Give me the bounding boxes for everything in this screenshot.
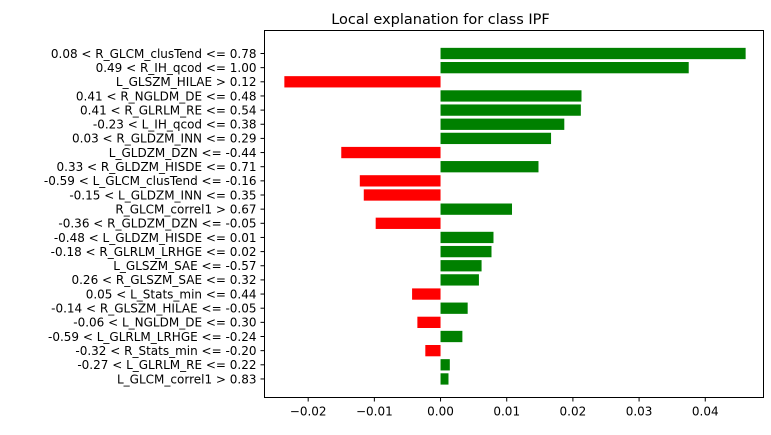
x-tick-label-4: 0.02 — [560, 405, 587, 419]
x-axis: −0.02 −0.01 0.00 0.01 0.02 0.03 0.04 — [290, 397, 719, 419]
bar-6 — [440, 132, 552, 145]
y-tick-label-4: 0.41 < R_GLRLM_RE <= 0.54 — [80, 103, 256, 117]
y-tick-label-21: -0.32 < R_Stats_min <= -0.20 — [75, 344, 256, 358]
bar-3 — [440, 90, 582, 102]
plot-frame — [264, 30, 764, 398]
x-tick-label-2: 0.00 — [427, 405, 454, 419]
bar-20 — [440, 330, 463, 343]
x-tick-label-1: −0.01 — [356, 405, 393, 419]
bar-5 — [440, 118, 565, 130]
bar-13 — [440, 231, 494, 244]
x-tick-label-0: −0.02 — [290, 405, 327, 419]
bar-21 — [425, 345, 441, 357]
y-tick-label-18: -0.14 < R_GLSZM_HILAE <= -0.05 — [51, 302, 256, 316]
x-tick-label-6: 0.04 — [692, 405, 719, 419]
bar-11 — [440, 203, 513, 215]
bar-8 — [440, 161, 539, 173]
y-tick-label-11: R_GLCM_correl1 > 0.67 — [115, 202, 256, 216]
y-tick-label-7: L_GLDZM_DZN <= -0.44 — [109, 146, 257, 160]
bar-7 — [341, 146, 441, 159]
bar-0 — [440, 47, 746, 60]
y-tick-label-16: 0.26 < R_GLSZM_SAE <= 0.32 — [71, 273, 256, 287]
y-tick-label-5: -0.23 < L_IH_qcod <= 0.38 — [93, 118, 257, 132]
y-tick-label-15: L_GLSZM_SAE <= -0.57 — [113, 259, 256, 273]
bar-12 — [375, 217, 441, 229]
y-tick-label-14: -0.18 < R_GLRLM_LRHGE <= 0.02 — [51, 245, 257, 259]
y-tick-label-8: 0.33 < R_GLDZM_HISDE <= 0.71 — [57, 160, 257, 174]
bar-14 — [440, 245, 492, 258]
bar-15 — [440, 260, 482, 272]
y-tick-label-19: -0.06 < L_NGLDM_DE <= 0.30 — [73, 316, 256, 330]
y-tick-label-13: -0.48 < L_GLDZM_HISDE <= 0.01 — [54, 231, 257, 245]
y-tick-label-12: -0.36 < R_GLDZM_DZN <= -0.05 — [58, 217, 256, 231]
bar-17 — [412, 288, 441, 300]
bar-1 — [440, 62, 689, 74]
y-tick-label-17: 0.05 < L_Stats_min <= 0.44 — [86, 287, 257, 301]
bar-18 — [440, 302, 468, 314]
y-tick-label-23: L_GLCM_correl1 > 0.83 — [117, 372, 257, 386]
bars-group — [284, 47, 746, 385]
bar-23 — [440, 373, 449, 385]
y-tick-label-22: -0.27 < L_GLRLM_RE <= 0.22 — [77, 358, 256, 372]
y-tick-label-9: -0.59 < L_GLCM_clusTend <= -0.16 — [44, 174, 257, 188]
bar-16 — [440, 274, 479, 286]
y-tick-label-0: 0.08 < R_GLCM_clusTend <= 0.78 — [51, 47, 257, 61]
bar-2 — [284, 76, 441, 88]
y-tick-label-20: -0.59 < L_GLRLM_LRHGE <= -0.24 — [48, 330, 257, 344]
y-tick-labels: 0.08 < R_GLCM_clusTend <= 0.780.49 < R_I… — [44, 47, 265, 386]
y-tick-label-6: 0.03 < R_GLDZM_INN <= 0.29 — [72, 132, 257, 146]
y-tick-label-2: L_GLSZM_HILAE > 0.12 — [116, 75, 257, 89]
bar-19 — [417, 316, 441, 328]
bar-22 — [440, 359, 450, 371]
chart-title: Local explanation for class IPF — [331, 12, 550, 28]
bar-4 — [440, 104, 581, 116]
bar-9 — [359, 175, 441, 187]
y-tick-label-10: -0.15 < L_GLDZM_INN <= 0.35 — [69, 188, 256, 202]
y-tick-label-3: 0.41 < R_NGLDM_DE <= 0.48 — [76, 89, 257, 103]
x-tick-label-5: 0.03 — [626, 405, 653, 419]
bar-10 — [363, 189, 441, 201]
y-tick-label-1: 0.49 < R_IH_qcod <= 1.00 — [96, 61, 257, 75]
x-tick-label-3: 0.01 — [493, 405, 520, 419]
